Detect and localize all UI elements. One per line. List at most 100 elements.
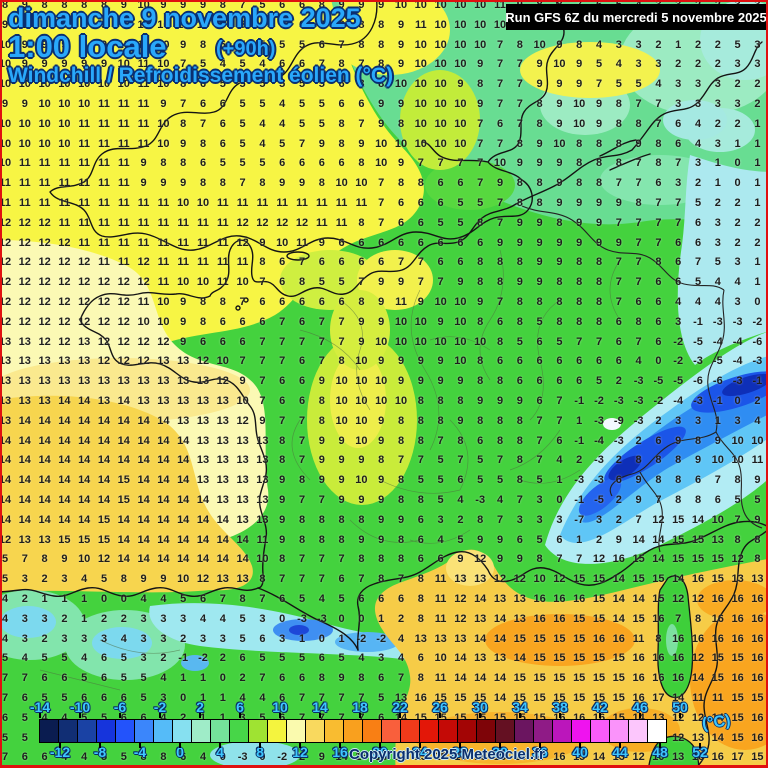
- grid-value: 6: [417, 533, 424, 546]
- grid-value: 12: [78, 256, 91, 269]
- grid-value: 8: [694, 494, 702, 506]
- grid-value: 14: [78, 494, 91, 506]
- grid-value: 12: [592, 553, 606, 566]
- grid-value: 11: [58, 197, 71, 209]
- grid-value: 10: [117, 78, 130, 91]
- grid-value: 3: [41, 612, 48, 625]
- grid-value: 10: [196, 276, 210, 289]
- grid-value: 8: [655, 454, 662, 467]
- grid-value: -2: [653, 395, 664, 407]
- grid-value: 6: [556, 375, 563, 388]
- grid-value: 13: [236, 573, 249, 586]
- grid-value: 16: [592, 711, 606, 724]
- grid-value: 15: [553, 632, 566, 645]
- grid-value: 14: [78, 454, 91, 467]
- grid-value: 13: [97, 375, 111, 388]
- grid-value: 14: [18, 474, 31, 487]
- grid-value: 7: [635, 236, 642, 249]
- grid-value: 10: [355, 414, 368, 427]
- grid-value: 10: [454, 137, 467, 150]
- grid-value: 8: [754, 553, 761, 566]
- grid-value: 15: [731, 652, 744, 665]
- grid-value: 6: [318, 256, 325, 269]
- grid-value: 14: [157, 454, 170, 467]
- grid-value: 11: [216, 216, 229, 229]
- grid-value: 16: [751, 593, 764, 605]
- grid-value: 8: [358, 553, 365, 566]
- grid-value: 6: [457, 256, 464, 269]
- grid-value: 16: [553, 612, 566, 625]
- grid-value: 10: [157, 38, 170, 51]
- grid-value: 12: [38, 296, 51, 308]
- grid-value: 8: [595, 137, 603, 150]
- grid-value: 14: [632, 533, 645, 546]
- grid-value: 16: [553, 593, 566, 605]
- grid-value: 5: [180, 593, 187, 605]
- grid-value: -3: [693, 395, 703, 407]
- grid-value: 6: [140, 711, 147, 724]
- grid-value: 11: [137, 137, 150, 150]
- grid-value: 10: [196, 18, 210, 31]
- grid-value: 14: [38, 434, 51, 447]
- grid-value: 7: [298, 256, 306, 269]
- grid-value: 8: [397, 553, 405, 566]
- grid-value: 2: [734, 197, 741, 209]
- grid-value: 6: [298, 157, 306, 170]
- grid-value: 7: [496, 137, 504, 150]
- grid-value: 14: [78, 474, 91, 487]
- grid-value: 0: [358, 612, 365, 625]
- grid-value: 4: [41, 731, 48, 744]
- grid-value: 3: [694, 157, 702, 170]
- grid-value: 1: [754, 256, 761, 269]
- grid-value: 6: [120, 692, 127, 704]
- grid-value: 8: [298, 513, 306, 526]
- grid-value: 7: [338, 711, 345, 724]
- grid-value: 16: [731, 672, 744, 685]
- grid-value: 5: [734, 494, 741, 506]
- grid-value: 10: [78, 553, 91, 566]
- grid-value: 8: [595, 315, 603, 328]
- grid-value: 9: [576, 58, 583, 71]
- grid-value: 11: [216, 197, 229, 209]
- grid-value: 7: [298, 573, 306, 586]
- grid-value: 5: [239, 58, 246, 71]
- grid-value: 3: [199, 632, 207, 645]
- grid-value: 1: [180, 672, 187, 685]
- grid-value: 8: [536, 296, 543, 308]
- grid-value: 13: [78, 355, 91, 368]
- grid-value: 8: [239, 593, 246, 605]
- grid-value: 8: [536, 117, 543, 130]
- grid-value: 16: [731, 632, 744, 645]
- grid-value: 2: [754, 395, 761, 407]
- grid-value: 9: [477, 98, 484, 110]
- grid-value: 8: [397, 494, 405, 506]
- grid-value: 9: [536, 276, 543, 289]
- grid-value: 8: [536, 197, 543, 209]
- grid-value: 7: [536, 454, 543, 467]
- grid-value: 7: [318, 692, 325, 704]
- grid-value: 6: [536, 335, 543, 348]
- grid-value: 1: [81, 612, 88, 625]
- grid-value: 11: [117, 157, 130, 170]
- grid-value: 14: [216, 553, 229, 566]
- grid-value: 6: [219, 98, 226, 110]
- grid-value: 8: [754, 533, 761, 546]
- grid-value: 15: [474, 692, 487, 704]
- country-borders: [521, 205, 763, 553]
- grid-value: 10: [394, 335, 408, 348]
- grid-value: 8: [199, 315, 207, 328]
- grid-value: 14: [78, 513, 91, 526]
- grid-value: -5: [712, 355, 723, 368]
- grid-value: 6: [457, 474, 464, 487]
- grid-value: 7: [239, 296, 246, 308]
- grid-value: 1: [298, 632, 306, 645]
- grid-value: 10: [196, 197, 210, 209]
- grid-value: 13: [256, 434, 269, 447]
- grid-value: 4: [81, 751, 88, 764]
- grid-value: 14: [97, 454, 111, 467]
- grid-value: 6: [694, 216, 702, 229]
- grid-value: 9: [21, 98, 28, 110]
- grid-value: 7: [358, 117, 365, 130]
- grid-value: 3: [140, 652, 147, 665]
- grid-value: 13: [38, 375, 51, 388]
